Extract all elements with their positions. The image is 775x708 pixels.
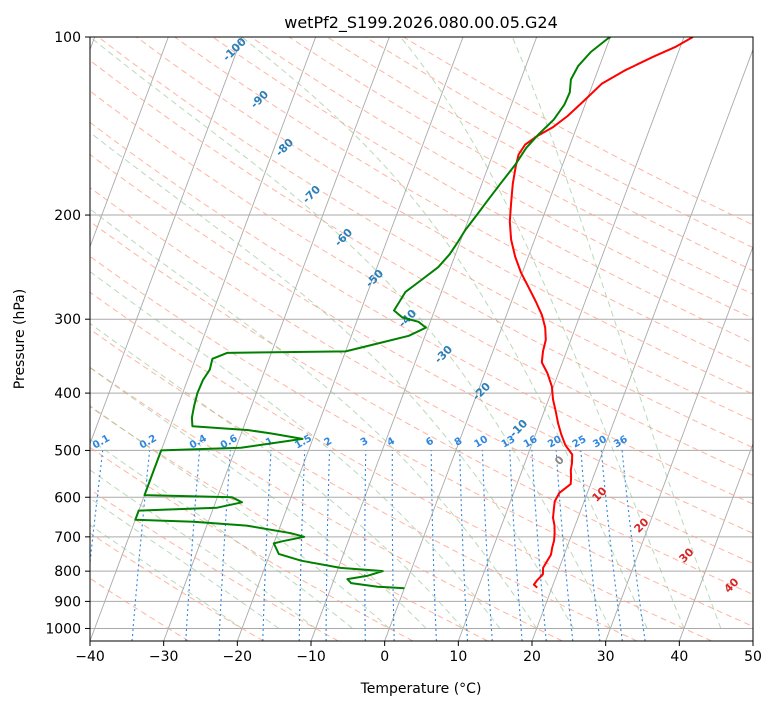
moist-adiabat-line [90,208,538,629]
moist-adiabat-line [241,37,648,629]
dry-adiabat-line [90,488,339,641]
dry-adiabat-line [288,37,753,295]
moist-adiabat-line [90,322,464,629]
mixing-ratio-label: 1 [264,436,276,449]
x-tick-label: −10 [296,649,326,665]
x-tick-label: 30 [597,649,615,665]
isotherm-line [163,37,390,641]
y-tick-label: 900 [54,594,81,610]
isotherm-line [531,48,753,641]
moist-adiabat-line [90,271,501,629]
y-tick-label: 400 [54,386,81,402]
mixing-ratio-label: 2 [323,436,335,449]
isotherm-line [678,442,753,641]
dry-adiabat-line [97,37,753,422]
dewpoint-profile-line [134,37,611,590]
moist-adiabat-line [511,37,722,629]
y-tick-label: 200 [54,208,81,224]
axes: −40 −30 −20 −10 0 10 20 30 40 50 100 200 300 400 500 60… [45,30,762,665]
mixing-ratio-label: 4 [385,436,397,449]
isotherm-line [457,37,685,641]
moist-adiabat-line [90,497,280,629]
isotherm-line [90,37,243,446]
dry-adiabat-line [90,255,753,627]
dry-adiabat-line [90,153,753,534]
isotherm-line [605,245,753,641]
y-tick-label: 500 [54,443,81,459]
y-tick-label: 800 [54,564,81,580]
dry-adiabat-line [90,291,712,641]
y-tick-label: 700 [54,530,81,546]
isotherm-line [90,37,169,248]
y-tick-label: 1000 [45,621,81,637]
moist-adiabat-line [400,37,685,629]
dry-adiabat-line [90,406,488,641]
moist-adiabat-line [90,438,353,629]
mixing-ratio-label: 8 [453,436,465,449]
x-tick-label: 0 [380,649,389,665]
x-tick-label: 40 [670,649,688,665]
y-tick-label: 600 [54,490,81,506]
chart-title: wetPf2_S199.2026.080.00.05.G24 [284,13,558,33]
isotherm-line [90,37,317,641]
x-tick-label: −30 [149,649,179,665]
dry-adiabat-line [90,532,264,641]
x-tick-label: 10 [449,649,467,665]
plot-frame [89,36,754,642]
plot-area: 0.1 0.2 0.4 0.6 1 1.5 2 3 4 6 8 10 13 16 20 25 30 36-100-… [90,37,753,641]
moist-adiabat-line [90,524,243,629]
y-axis-label: Pressure (hPa) [12,289,28,389]
dry-adiabat-line [90,187,753,564]
mixing-ratio-label: 6 [424,436,436,449]
moist-adiabat-line [90,469,317,629]
x-axis-label: Temperature (°C) [360,681,482,697]
x-tick-label: −40 [75,649,105,665]
dry-adiabat-line [90,121,753,505]
dry-adiabat-line [90,90,753,476]
moist-adiabat-line [90,37,611,629]
mixing-ratio-label: 3 [359,436,371,449]
x-tick-label: 20 [523,649,541,665]
isotherm-line [236,37,464,641]
dry-adiabat-line [90,366,563,641]
isotherm-line [384,37,611,641]
x-tick-label: 50 [744,649,762,665]
temperature-profile-line [508,37,694,589]
x-tick-label: −20 [223,649,253,665]
dry-adiabat-line [174,37,753,369]
dry-adiabat-line [250,37,753,319]
y-tick-label: 100 [54,30,81,46]
moist-adiabat-line [90,131,574,629]
isotherm-line [310,37,538,641]
y-tick-label: 300 [54,312,81,328]
moist-adiabat-line [90,405,390,629]
